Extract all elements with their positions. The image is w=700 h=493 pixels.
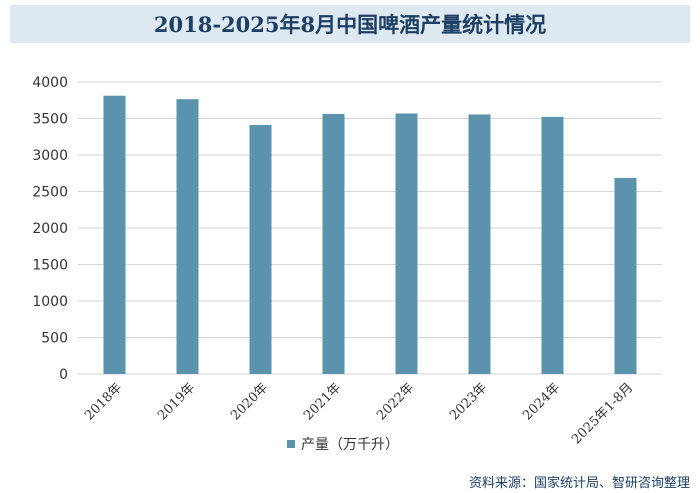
legend-label: 产量（万千升） bbox=[301, 437, 399, 453]
bar bbox=[176, 99, 199, 374]
x-tick-label: 2018年 bbox=[82, 380, 125, 423]
x-tick-label: 2023年 bbox=[447, 380, 490, 423]
y-tick-label: 1000 bbox=[32, 294, 68, 310]
bar bbox=[322, 113, 345, 374]
y-tick-label: 4000 bbox=[32, 75, 68, 91]
x-tick-label: 2025年1-8月 bbox=[569, 380, 636, 447]
y-tick-label: 3500 bbox=[32, 112, 68, 128]
x-tick-label: 2022年 bbox=[374, 380, 417, 423]
y-tick-label: 1500 bbox=[32, 258, 68, 274]
x-tick-label: 2024年 bbox=[520, 380, 563, 423]
source-note: 资料来源：国家统计局、智研咨询整理 bbox=[468, 476, 690, 491]
bar bbox=[468, 114, 491, 375]
bar bbox=[249, 124, 272, 374]
y-tick-label: 0 bbox=[59, 367, 68, 383]
bar bbox=[614, 177, 637, 374]
y-tick-label: 3000 bbox=[32, 148, 68, 164]
bar bbox=[395, 113, 418, 374]
x-tick-label: 2020年 bbox=[228, 380, 271, 423]
legend-swatch bbox=[287, 440, 295, 448]
x-tick-label: 2021年 bbox=[301, 380, 344, 423]
bar bbox=[541, 116, 564, 375]
legend: 产量（万千升） bbox=[287, 435, 399, 453]
y-tick-label: 2500 bbox=[32, 185, 68, 201]
y-tick-label: 2000 bbox=[32, 221, 68, 237]
chart-title-bar: 2018-2025年8月中国啤酒产量统计情况 bbox=[10, 5, 690, 43]
chart-title: 2018-2025年8月中国啤酒产量统计情况 bbox=[153, 12, 547, 37]
bar bbox=[103, 95, 126, 374]
x-tick-label: 2019年 bbox=[155, 380, 198, 423]
y-tick-label: 500 bbox=[41, 331, 68, 347]
